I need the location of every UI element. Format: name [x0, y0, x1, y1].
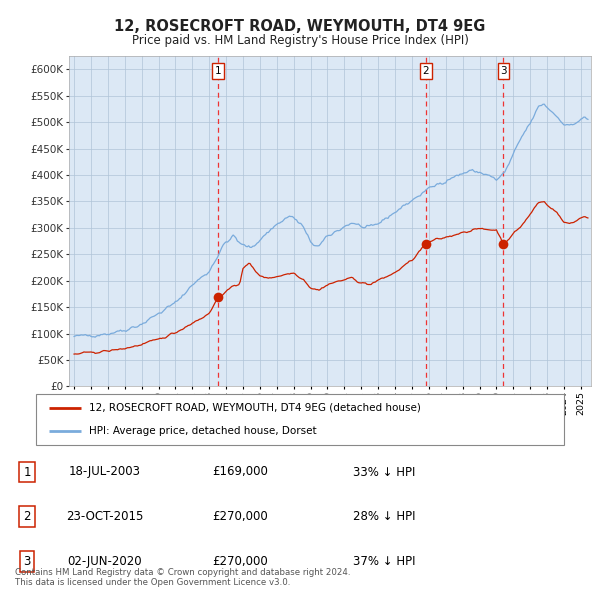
- Text: £270,000: £270,000: [212, 510, 268, 523]
- Text: 37% ↓ HPI: 37% ↓ HPI: [353, 555, 415, 568]
- Text: 12, ROSECROFT ROAD, WEYMOUTH, DT4 9EG: 12, ROSECROFT ROAD, WEYMOUTH, DT4 9EG: [115, 19, 485, 34]
- Text: 1: 1: [23, 466, 31, 478]
- Text: HPI: Average price, detached house, Dorset: HPI: Average price, detached house, Dors…: [89, 427, 316, 437]
- Text: 2: 2: [23, 510, 31, 523]
- Text: 28% ↓ HPI: 28% ↓ HPI: [353, 510, 415, 523]
- Text: 18-JUL-2003: 18-JUL-2003: [69, 466, 141, 478]
- Text: Price paid vs. HM Land Registry's House Price Index (HPI): Price paid vs. HM Land Registry's House …: [131, 34, 469, 47]
- Text: 02-JUN-2020: 02-JUN-2020: [68, 555, 142, 568]
- Text: 12, ROSECROFT ROAD, WEYMOUTH, DT4 9EG (detached house): 12, ROSECROFT ROAD, WEYMOUTH, DT4 9EG (d…: [89, 402, 421, 412]
- Text: This data is licensed under the Open Government Licence v3.0.: This data is licensed under the Open Gov…: [15, 578, 290, 587]
- Text: 3: 3: [23, 555, 31, 568]
- Text: £270,000: £270,000: [212, 555, 268, 568]
- Text: 2: 2: [422, 66, 429, 76]
- Text: 1: 1: [215, 66, 221, 76]
- Text: £169,000: £169,000: [212, 466, 268, 478]
- Text: 23-OCT-2015: 23-OCT-2015: [67, 510, 143, 523]
- FancyBboxPatch shape: [36, 394, 564, 445]
- Text: Contains HM Land Registry data © Crown copyright and database right 2024.: Contains HM Land Registry data © Crown c…: [15, 568, 350, 577]
- Text: 33% ↓ HPI: 33% ↓ HPI: [353, 466, 415, 478]
- Text: 3: 3: [500, 66, 507, 76]
